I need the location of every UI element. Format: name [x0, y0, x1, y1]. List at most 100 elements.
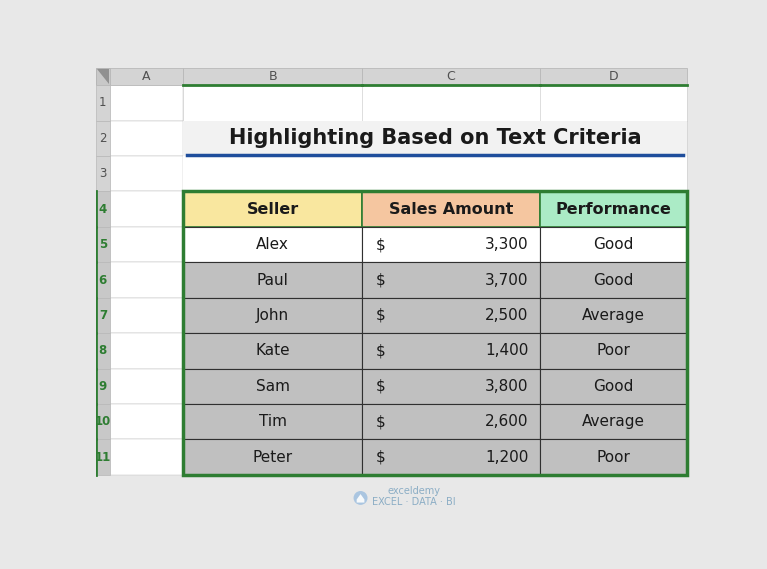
- Bar: [110, 121, 183, 156]
- Text: Average: Average: [582, 414, 645, 429]
- Text: A: A: [143, 70, 151, 83]
- Text: 3,300: 3,300: [485, 237, 528, 252]
- Text: Paul: Paul: [257, 273, 288, 287]
- Text: $: $: [376, 414, 385, 429]
- Bar: [362, 333, 540, 369]
- Bar: [540, 369, 687, 404]
- Bar: [96, 262, 110, 298]
- Text: 9: 9: [99, 380, 107, 393]
- Bar: [540, 68, 687, 85]
- Text: 2,500: 2,500: [485, 308, 528, 323]
- Bar: [183, 121, 687, 156]
- Bar: [183, 439, 362, 475]
- Polygon shape: [357, 494, 364, 502]
- Text: Good: Good: [594, 273, 634, 287]
- Bar: [96, 68, 110, 85]
- Text: 2,600: 2,600: [485, 414, 528, 429]
- Bar: [110, 192, 183, 227]
- Text: 3,800: 3,800: [485, 379, 528, 394]
- Text: 1,400: 1,400: [485, 343, 528, 358]
- Bar: [362, 439, 540, 475]
- Bar: [362, 369, 540, 404]
- Text: exceldemy
EXCEL · DATA · BI: exceldemy EXCEL · DATA · BI: [372, 485, 456, 507]
- Bar: [96, 333, 110, 369]
- Text: Kate: Kate: [255, 343, 290, 358]
- Bar: [96, 121, 110, 156]
- Text: Peter: Peter: [252, 450, 293, 465]
- Text: B: B: [268, 70, 277, 83]
- Bar: [540, 192, 687, 227]
- Bar: [96, 156, 110, 192]
- Text: Highlighting Based on Text Criteria: Highlighting Based on Text Criteria: [229, 129, 642, 149]
- Bar: [96, 192, 110, 227]
- Text: $: $: [376, 450, 385, 465]
- Bar: [110, 333, 183, 369]
- Text: John: John: [256, 308, 289, 323]
- Bar: [110, 298, 183, 333]
- Text: $: $: [376, 308, 385, 323]
- Text: $: $: [376, 273, 385, 287]
- Text: $: $: [376, 343, 385, 358]
- Bar: [96, 85, 110, 121]
- Bar: [183, 333, 362, 369]
- Bar: [110, 439, 183, 475]
- Bar: [183, 227, 362, 262]
- Bar: [362, 262, 540, 298]
- Text: Good: Good: [594, 379, 634, 394]
- Text: 3: 3: [99, 167, 107, 180]
- Circle shape: [354, 491, 367, 505]
- Bar: [362, 298, 540, 333]
- Text: 4: 4: [99, 203, 107, 216]
- Bar: [362, 404, 540, 439]
- Bar: [540, 404, 687, 439]
- Bar: [183, 404, 362, 439]
- Text: Sales Amount: Sales Amount: [389, 201, 513, 217]
- Bar: [540, 227, 687, 262]
- Bar: [183, 298, 362, 333]
- Text: 6: 6: [99, 274, 107, 287]
- Bar: [110, 156, 183, 192]
- Text: 7: 7: [99, 309, 107, 322]
- Bar: [110, 85, 183, 121]
- Bar: [183, 156, 687, 192]
- Bar: [96, 439, 110, 475]
- Text: 11: 11: [95, 451, 111, 464]
- Bar: [362, 192, 540, 227]
- Bar: [183, 192, 687, 475]
- Bar: [110, 369, 183, 404]
- Text: D: D: [609, 70, 618, 83]
- Bar: [540, 333, 687, 369]
- Text: $: $: [376, 237, 385, 252]
- Polygon shape: [97, 69, 109, 84]
- Text: 2: 2: [99, 132, 107, 145]
- Bar: [110, 68, 183, 85]
- Bar: [183, 369, 362, 404]
- Text: Alex: Alex: [256, 237, 289, 252]
- Text: Tim: Tim: [258, 414, 287, 429]
- Text: 3,700: 3,700: [485, 273, 528, 287]
- Bar: [96, 369, 110, 404]
- Text: C: C: [446, 70, 455, 83]
- Bar: [540, 262, 687, 298]
- Text: Average: Average: [582, 308, 645, 323]
- Text: Poor: Poor: [597, 450, 630, 465]
- Bar: [183, 85, 687, 475]
- Bar: [96, 404, 110, 439]
- Text: $: $: [376, 379, 385, 394]
- Text: Performance: Performance: [555, 201, 672, 217]
- Text: Good: Good: [594, 237, 634, 252]
- Bar: [110, 404, 183, 439]
- Bar: [110, 227, 183, 262]
- Text: 1,200: 1,200: [485, 450, 528, 465]
- Text: 1: 1: [99, 96, 107, 109]
- Bar: [540, 298, 687, 333]
- Bar: [96, 298, 110, 333]
- Text: Seller: Seller: [246, 201, 298, 217]
- Bar: [183, 68, 362, 85]
- Bar: [183, 262, 362, 298]
- Bar: [110, 262, 183, 298]
- Bar: [540, 439, 687, 475]
- Text: Poor: Poor: [597, 343, 630, 358]
- Bar: [362, 68, 540, 85]
- Bar: [362, 227, 540, 262]
